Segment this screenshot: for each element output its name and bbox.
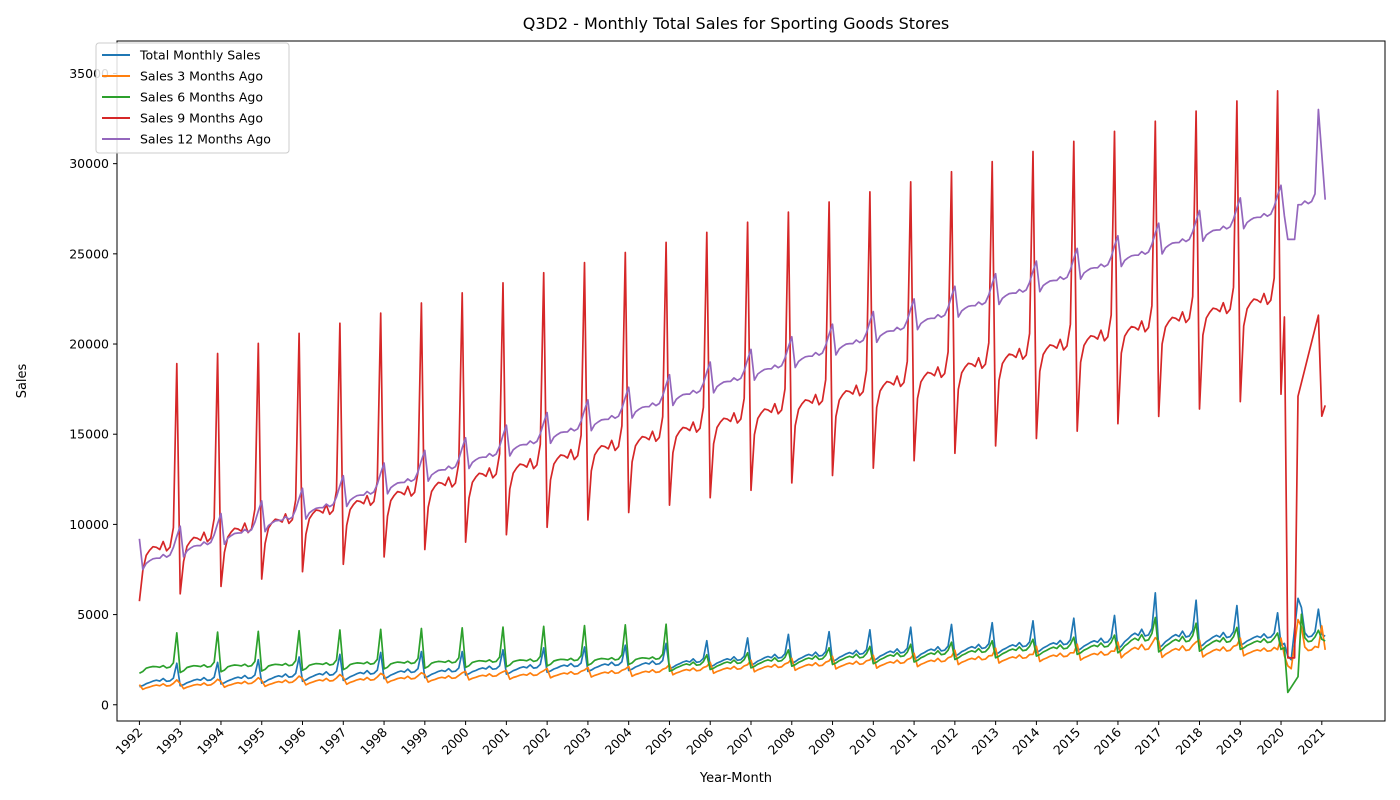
legend-label: Sales 6 Months Ago	[140, 90, 263, 105]
legend: Total Monthly Sales Sales 3 Months Ago Sal…	[95, 42, 290, 154]
legend-label: Sales 12 Months Ago	[140, 132, 271, 147]
series-line-3	[139, 613, 1326, 694]
plot-area	[138, 90, 1327, 694]
legend-box	[95, 42, 290, 154]
y-tick-label: 0	[101, 697, 109, 712]
series-line-5	[138, 108, 1327, 571]
y-tick-label: 5000	[77, 607, 109, 622]
y-tick-label: 25000	[69, 246, 109, 261]
y-tick-label: 10000	[69, 517, 109, 532]
legend-label: Total Monthly Sales	[139, 48, 260, 63]
y-tick-label: 20000	[69, 337, 109, 352]
series-line-1	[139, 592, 1326, 688]
y-axis-label: Sales	[15, 363, 30, 398]
legend-label: Sales 9 Months Ago	[140, 111, 263, 126]
y-tick-label: 15000	[69, 427, 109, 442]
chart-title: Q3D2 - Monthly Total Sales for Sporting …	[523, 14, 950, 33]
legend-label: Sales 3 Months Ago	[140, 69, 263, 84]
series-line-2	[138, 618, 1327, 691]
y-tick-label: 30000	[69, 156, 109, 171]
x-axis-label: Year-Month	[699, 771, 772, 786]
series-line-4	[138, 90, 1327, 659]
